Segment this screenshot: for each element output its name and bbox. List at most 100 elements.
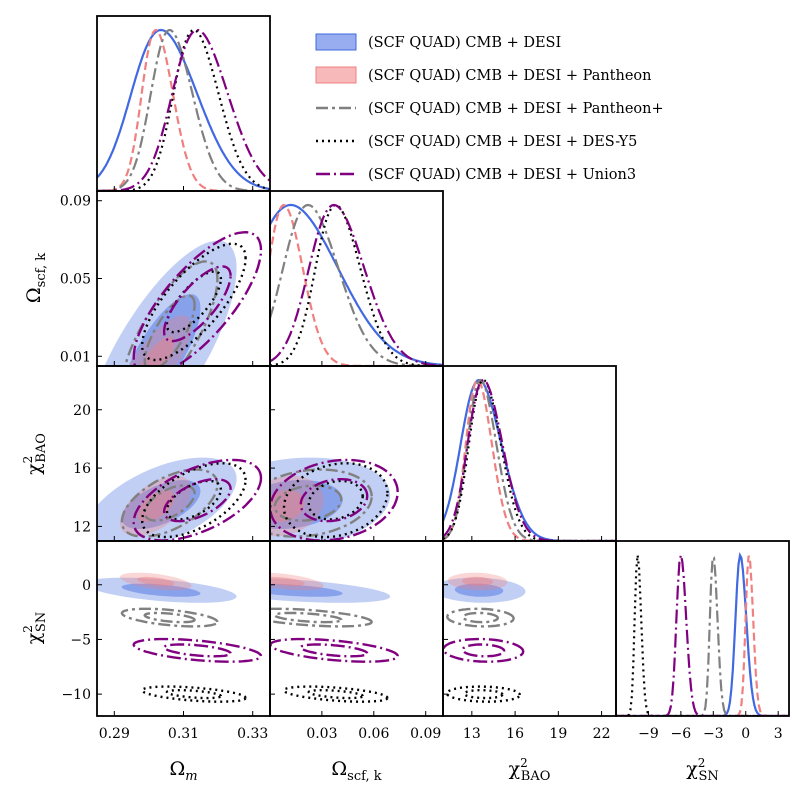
marginal-panel-bao bbox=[443, 378, 616, 541]
legend-label-4: (SCF QUAD) CMB + DESI + Union3 bbox=[368, 167, 636, 183]
contour-ok-sn-series-1-level-2 bbox=[270, 576, 305, 587]
axis-label-ok-x: Ωscf, k bbox=[331, 758, 381, 784]
contour-bao-sn-series-2-level-2 bbox=[462, 611, 500, 624]
y-tick-label-bao: 16 bbox=[73, 461, 91, 477]
contour-panel-om-ok bbox=[104, 230, 263, 366]
marginal-curve-om-series-4 bbox=[97, 28, 270, 191]
marginal-curve-om-series-2 bbox=[97, 29, 270, 191]
x-tick-label-ok: 0.09 bbox=[410, 726, 441, 742]
marginal-frame-ok bbox=[269, 190, 444, 367]
contour-bao-sn-series-3-level-2 bbox=[463, 689, 504, 700]
marginal-curve-ok-series-1 bbox=[270, 203, 443, 366]
contour-ok-sn-series-3-level-2 bbox=[307, 689, 364, 700]
axis-label-sn-y: χ2SN bbox=[21, 612, 49, 644]
contour-ok-bao-series-2-level-2 bbox=[273, 484, 343, 522]
contour-om-sn-series-3-level-2 bbox=[165, 689, 223, 700]
x-tick-label-sn: −6 bbox=[671, 726, 692, 742]
x-tick-label-bao: 19 bbox=[549, 726, 567, 742]
contour-om-ok-series-4-level-2 bbox=[162, 265, 232, 343]
axis-label-bao-x: χ2 BAO bbox=[509, 756, 551, 784]
contour-ok-bao-series-3-level-1 bbox=[282, 462, 389, 539]
contour-ok-bao-series-2-level-1 bbox=[270, 468, 373, 538]
legend: (SCF QUAD) CMB + DESI (SCF QUAD) CMB + DE… bbox=[315, 33, 664, 183]
marginal-curve-sn-series-2 bbox=[616, 556, 789, 716]
x-tick-label-om: 0.31 bbox=[168, 726, 199, 742]
x-tick-label-om: 0.29 bbox=[99, 726, 130, 742]
contour-ok-bao-series-4-level-1 bbox=[270, 458, 399, 541]
marginal-curve-ok-series-4 bbox=[270, 203, 443, 366]
marginal-panel-ok bbox=[270, 203, 443, 366]
contour-ok-sn-series-0-level-2 bbox=[270, 583, 343, 597]
legend-label-0: (SCF QUAD) CMB + DESI bbox=[368, 35, 561, 51]
contour-om-bao-series-2-level-2 bbox=[143, 484, 196, 522]
marginal-curve-bao-series-4 bbox=[443, 378, 616, 541]
x-tick-label-bao: 22 bbox=[593, 726, 611, 742]
contour-om-bao-series-3-level-1 bbox=[140, 462, 247, 539]
x-tick-label-sn: −3 bbox=[703, 726, 724, 742]
x-tick-label-om: 0.33 bbox=[237, 726, 268, 742]
y-tick-label-ok: 0.05 bbox=[60, 272, 91, 288]
y-tick-label-sn: 0 bbox=[82, 578, 91, 594]
contour-bao-sn-series-2-level-1 bbox=[446, 607, 515, 628]
contour-om-bao-series-1-level-1 bbox=[120, 475, 192, 537]
contour-ok-sn-series-4-level-2 bbox=[299, 643, 369, 658]
x-tick-label-sn: 3 bbox=[774, 726, 783, 742]
legend-label-1: (SCF QUAD) CMB + DESI + Pantheon bbox=[368, 68, 652, 84]
y-tick-label-bao: 20 bbox=[73, 403, 91, 419]
y-tick-label-ok: 0.09 bbox=[60, 194, 91, 210]
contour-ok-sn-series-2-level-2 bbox=[273, 611, 343, 624]
contour-frame-om-sn bbox=[96, 540, 271, 717]
axis-label-bao-y: χ2BAO bbox=[21, 433, 49, 475]
contour-ok-sn-series-4-level-1 bbox=[270, 637, 399, 663]
contour-bao-sn-series-1-level-2 bbox=[462, 576, 494, 587]
axis-label-om-x: Ωm bbox=[169, 758, 197, 784]
y-tick-label-sn: −10 bbox=[61, 687, 91, 703]
contour-om-sn-series-0-level-2 bbox=[121, 583, 201, 597]
contour-om-sn-series-1-level-1 bbox=[120, 572, 192, 591]
contour-om-sn-series-2-level-1 bbox=[120, 607, 219, 628]
contour-om-sn-series-3-level-1 bbox=[140, 685, 247, 703]
contour-om-bao-series-4-level-2 bbox=[162, 478, 232, 523]
marginal-curve-bao-series-0 bbox=[443, 378, 616, 541]
marginal-curve-sn-series-0 bbox=[616, 552, 789, 716]
legend-label-3: (SCF QUAD) CMB + DESI + DES-Y5 bbox=[368, 134, 637, 150]
marginal-curve-om-series-1 bbox=[97, 28, 270, 191]
contour-ok-bao-series-0-level-2 bbox=[270, 480, 343, 529]
axis-label-ok-y: Ωscf, k bbox=[23, 253, 49, 303]
contour-panel-ok-bao bbox=[270, 457, 399, 541]
contour-ok-sn-series-1-level-1 bbox=[270, 572, 324, 591]
contour-ok-bao-series-4-level-2 bbox=[299, 478, 369, 523]
contour-om-bao-series-4-level-1 bbox=[132, 458, 263, 541]
contour-bao-sn-series-0-level-2 bbox=[454, 583, 504, 597]
contour-om-sn-series-1-level-2 bbox=[137, 576, 175, 587]
contour-ok-sn-series-3-level-1 bbox=[282, 685, 389, 703]
marginal-curve-sn-series-3 bbox=[616, 554, 789, 716]
contour-om-sn-series-4-level-1 bbox=[132, 637, 263, 663]
marginal-curve-sn-series-1 bbox=[616, 555, 789, 716]
contour-bao-sn-series-0-level-1 bbox=[443, 577, 526, 603]
contour-bao-sn-series-4-level-2 bbox=[461, 643, 506, 658]
contour-om-ok-series-2-level-2 bbox=[143, 294, 196, 366]
y-tick-label-sn: −5 bbox=[70, 632, 91, 648]
contour-om-bao-series-0-level-1 bbox=[97, 457, 237, 541]
contour-bao-sn-series-4-level-1 bbox=[443, 637, 525, 663]
marginal-frame-bao bbox=[442, 365, 617, 542]
marginal-curve-bao-series-3 bbox=[443, 378, 616, 541]
contour-panel-om-sn bbox=[97, 572, 263, 703]
legend-swatch-1 bbox=[315, 66, 357, 84]
x-tick-label-ok: 0.03 bbox=[306, 726, 337, 742]
x-tick-label-bao: 13 bbox=[463, 726, 481, 742]
marginal-curve-ok-series-3 bbox=[270, 204, 443, 366]
x-tick-label-sn: 0 bbox=[741, 726, 750, 742]
contour-om-ok-series-4-level-1 bbox=[132, 230, 263, 366]
contour-om-bao-series-1-level-2 bbox=[137, 490, 175, 522]
contour-om-sn-series-0-level-1 bbox=[97, 577, 237, 603]
contour-ok-bao-series-3-level-2 bbox=[307, 479, 364, 521]
x-tick-label-ok: 0.06 bbox=[358, 726, 389, 742]
contour-ok-sn-series-0-level-1 bbox=[270, 578, 391, 603]
contour-om-sn-series-4-level-2 bbox=[162, 643, 232, 658]
legend-label-2: (SCF QUAD) CMB + DESI + Pantheon+ bbox=[368, 101, 664, 117]
marginal-panel-sn bbox=[616, 552, 789, 716]
contour-frame-ok-sn bbox=[269, 540, 444, 717]
